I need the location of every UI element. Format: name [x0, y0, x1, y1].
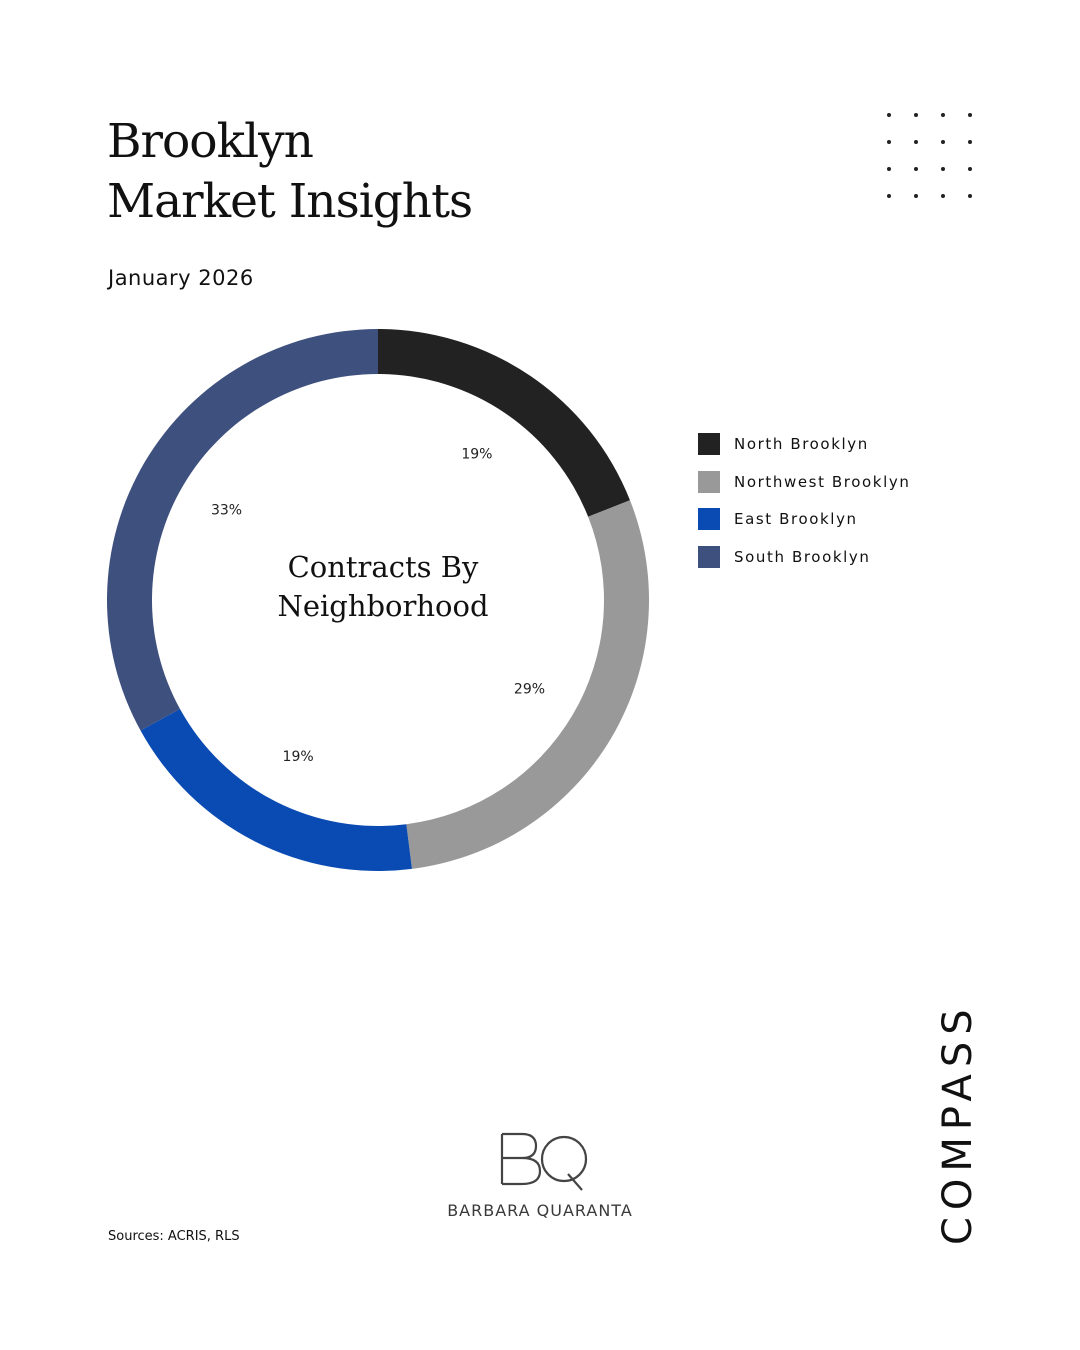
chart-title-line-2: Neighborhood	[277, 589, 489, 623]
donut-slice-east-brooklyn	[140, 708, 412, 871]
legend-label: Northwest Brooklyn	[734, 472, 911, 491]
donut-slice-south-brooklyn	[107, 329, 378, 731]
report-date: January 2026	[108, 266, 254, 290]
compass-logo: COMPASS	[935, 1002, 981, 1245]
chart-legend: North Brooklyn Northwest Brooklyn East Bro…	[698, 433, 910, 583]
donut-slice-north-brooklyn	[378, 329, 630, 517]
legend-label: East Brooklyn	[734, 510, 858, 528]
slice-percent-label: 19%	[461, 446, 492, 462]
dot-grid-decoration	[887, 113, 972, 198]
legend-swatch	[698, 508, 720, 530]
agent-name: BARBARA QUARANTA	[447, 1201, 633, 1220]
chart-title: Contracts By Neighborhood	[228, 548, 538, 626]
slice-percent-label: 29%	[514, 682, 545, 698]
slice-percent-label: 33%	[211, 502, 242, 518]
page-title: Brooklyn Market Insights	[107, 112, 473, 232]
bq-monogram-logo	[500, 1132, 588, 1191]
chart-title-line-1: Contracts By	[287, 550, 479, 584]
sources-note: Sources: ACRIS, RLS	[108, 1229, 240, 1244]
legend-label: South Brooklyn	[734, 547, 871, 566]
legend-item: North Brooklyn	[698, 433, 910, 455]
legend-swatch	[698, 545, 720, 568]
legend-item: East Brooklyn	[698, 508, 910, 530]
legend-swatch	[698, 433, 720, 455]
donut-slice-northwest-brooklyn	[406, 500, 649, 869]
title-line-1: Brooklyn	[107, 114, 314, 169]
title-line-2: Market Insights	[107, 174, 473, 229]
slice-percent-label: 19%	[283, 749, 314, 765]
legend-label: North Brooklyn	[734, 435, 869, 453]
legend-item: South Brooklyn	[698, 545, 910, 568]
legend-swatch	[698, 470, 720, 493]
legend-item: Northwest Brooklyn	[698, 470, 911, 493]
